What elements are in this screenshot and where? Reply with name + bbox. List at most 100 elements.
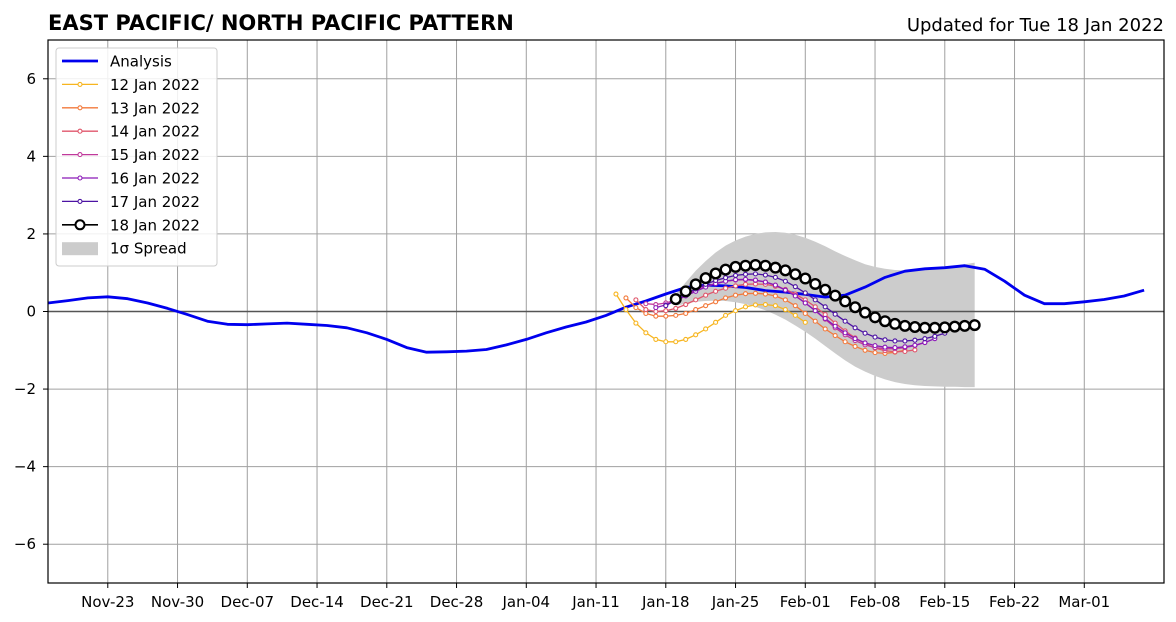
plot-area: Nov-23 Nov-30 Dec-07 Dec-14 Dec-21 Dec-28 Jan-… [14,39,1165,611]
series-point [752,271,759,277]
series-point [968,319,981,332]
series-17-jan-2022 [663,271,948,344]
series-point [633,305,639,311]
series-point [643,307,649,313]
series-point [898,319,911,332]
series-point [879,315,892,328]
series-point [822,315,828,322]
series-point [752,302,759,308]
series-point [742,291,749,297]
legend-marker [77,81,83,87]
series-point [643,330,649,336]
series-point [842,330,848,336]
series-point [912,337,918,343]
y-tick-label: 0 [26,303,36,321]
series-12-jan-2022 [613,291,808,345]
legend-marker [77,105,83,111]
y-tick-label: −6 [14,535,36,553]
series-point [932,333,938,339]
series-point [872,334,878,340]
series-point [842,318,848,324]
series-point [852,343,858,349]
legend-box [55,47,218,267]
x-tick-label: Feb-08 [850,593,901,611]
series-point [703,303,709,309]
series-point [912,347,918,353]
series-point [673,312,679,318]
series-point [782,278,788,284]
x-tick-label: Feb-22 [989,593,1040,611]
series-point [739,259,752,272]
series-point [782,287,788,293]
series-point [703,326,709,332]
series-point [679,285,692,298]
series-point [922,336,928,342]
series-point [912,342,918,348]
series-point [732,283,739,289]
series-point [812,308,818,314]
series-18-jan-2022 [669,258,981,334]
series-point [752,277,759,283]
x-tick-label: Jan-25 [711,593,760,611]
series-point [822,326,828,332]
series-point [948,320,961,333]
series-point [862,340,868,346]
series-point [742,281,749,287]
legend-marker [77,128,83,134]
series-point [749,258,762,271]
series-point [782,297,788,303]
series-point [872,343,878,349]
series-point [832,332,838,339]
series-point [799,272,812,285]
series-point [819,283,832,296]
y-tick-label: 4 [26,147,36,165]
x-tick-label: Nov-30 [151,593,204,611]
series-point [802,310,808,316]
series-point [723,275,729,281]
series-point [829,289,842,302]
series-point [849,301,862,314]
series-point [882,344,888,350]
series-point [723,295,729,301]
series-point [653,305,659,311]
series-point [938,321,951,334]
series-point [779,264,792,277]
legend-label: 1σ Spread [110,240,187,258]
series-point [643,301,649,307]
series-analysis-line [47,264,1145,354]
series-point [832,323,838,329]
series-point [958,319,971,332]
legend-marker [77,198,83,204]
series-point [772,303,778,309]
y-tick-label: 6 [26,70,36,88]
series-point [683,310,689,316]
series-point [762,279,768,285]
series-point [699,272,712,285]
x-tick-label: Nov-23 [81,593,134,611]
series-point [769,261,782,274]
series-point [742,304,749,310]
series-point [809,277,822,290]
legend-item-16-jan-2022: 16 Jan 2022 [62,170,200,188]
series-point [732,292,739,298]
legend-item-1-spread: 1σ Spread [62,240,187,258]
series-point [683,301,689,308]
series-point [762,291,768,297]
x-tick-label: Jan-18 [641,593,690,611]
series-point [762,272,768,278]
x-tick-label: Dec-28 [430,593,484,611]
series-point [709,267,722,280]
series-point [812,297,818,303]
x-tick-label: Feb-01 [780,593,831,611]
series-point [892,345,898,351]
series-point [633,320,639,326]
series-point [689,278,702,291]
series-point [623,307,629,313]
series-point [928,321,941,334]
legend-marker [77,175,83,181]
series-point [623,295,629,301]
series-point [852,325,858,331]
series-point [902,338,908,344]
series-point [613,291,619,297]
